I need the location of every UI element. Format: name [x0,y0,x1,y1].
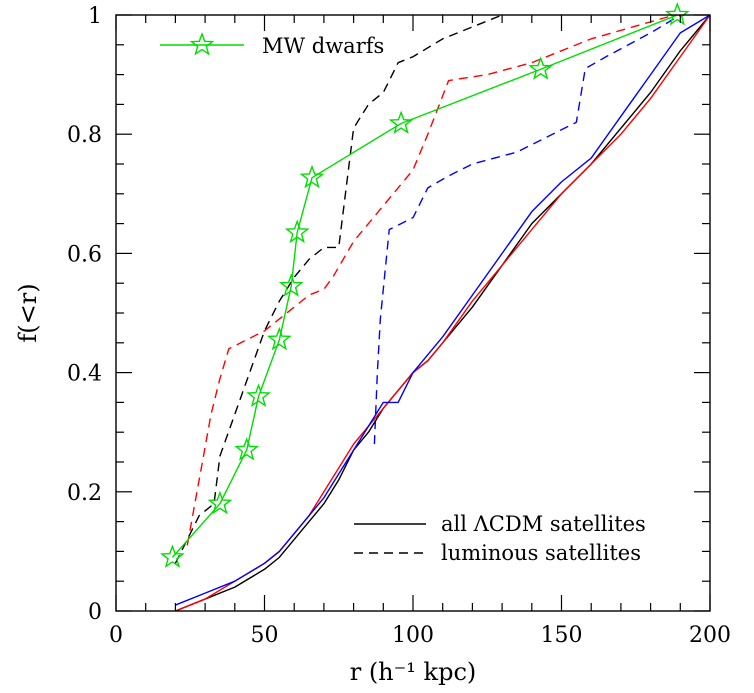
y-tick-label: 0 [88,600,102,625]
y-tick-label: 1 [88,4,102,29]
mw-dwarf-point [388,110,414,134]
mw-dwarf-point [664,1,690,26]
y-axis-title: f(<r) [14,283,42,342]
mw-dwarf-point [528,56,554,80]
legend-luminous-satellites-label: luminous satellites [441,541,641,565]
legend-star-icon [189,31,215,56]
mw-dwarfs-line [171,14,678,558]
mw-dwarf-point [284,219,310,244]
mw-dwarf-point [278,273,304,297]
mw-dwarf-point [246,383,271,407]
x-tick-label: 50 [251,623,279,648]
luminous-satellites-line [174,14,503,564]
legend: MW dwarfs all ΛCDM satellites luminous sat… [160,31,646,565]
series-layer [160,1,711,612]
mw-dwarf-point [207,490,233,515]
mw-dwarf-point [234,437,260,461]
x-tick-label: 200 [689,623,731,648]
legend-mw-dwarfs-label: MW dwarfs [262,34,384,58]
y-tick-label: 0.2 [67,481,102,506]
x-axis-title: r (h⁻¹ kpc) [350,658,477,686]
x-tick-label: 150 [541,623,583,648]
mw-dwarf-point [266,326,292,351]
x-tick-label: 0 [109,623,123,648]
legend-all-satellites-label: all ΛCDM satellites [441,512,646,536]
y-tick-label: 0.8 [67,123,102,148]
mw-dwarf-point [160,544,185,568]
all-lcdm-satellites-line [175,14,711,606]
x-tick-label: 100 [392,623,434,648]
y-tick-label: 0.6 [67,242,102,267]
mw-dwarf-point [299,164,325,189]
axes-layer: 0 50 100 150 200 0 0.2 0.4 0.6 0.8 1 [67,4,731,648]
luminous-satellites-line [373,14,681,445]
luminous-satellites-line [186,14,675,546]
y-tick-label: 0.4 [67,362,102,387]
